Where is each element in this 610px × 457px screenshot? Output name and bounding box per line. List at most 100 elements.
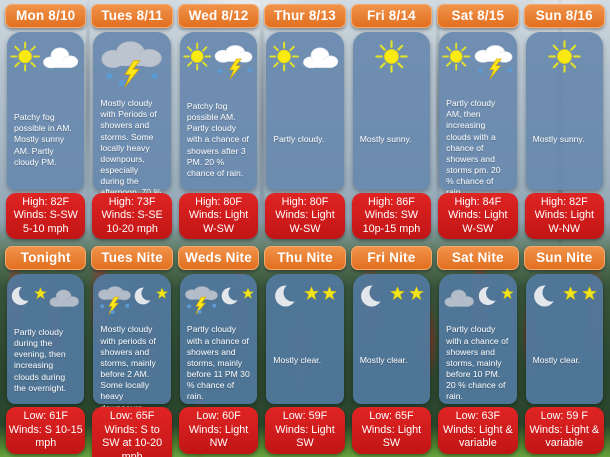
high-temp-box: High: 82F Winds: Light W-NW <box>524 193 604 240</box>
day-panel: Patchy fog possible in AM. Mostly sunny … <box>7 32 85 190</box>
night-panel: Mostly clear. <box>352 274 431 405</box>
forecast-column-mon: Mon 8/10 Patchy fog possible in AM. Most… <box>5 4 87 457</box>
star-icon <box>581 286 597 301</box>
night-winds: Winds: Light & variable <box>529 423 600 450</box>
night-winds: Winds: Light NW <box>188 423 249 450</box>
low-temp: Low: 65F <box>369 410 414 423</box>
low-temp-box: Low: 59 F Winds: Light & variable <box>524 407 604 454</box>
night-header: Sun Nite <box>523 246 605 271</box>
night-header: Tonight <box>5 246 87 271</box>
day-panel: Partly cloudy AM, then increasing clouds… <box>439 32 517 197</box>
night-panel: Mostly cloudy with periods of showers an… <box>93 274 171 457</box>
day-winds: Winds: S-SW 5-10 mph <box>13 209 78 235</box>
night-panel: Partly cloudy with a chance of showers a… <box>179 274 258 405</box>
high-temp: High: 73F <box>108 196 156 208</box>
day-header: Fri 8/14 <box>350 4 433 28</box>
high-temp: High: 80F <box>195 196 242 208</box>
high-temp-box: High: 84F Winds: Light W-SW <box>438 193 518 240</box>
forecast-column-sun: Sun 8/16 Mostly sunny. High: 82F Winds: … <box>523 4 605 457</box>
moon-icon <box>477 282 501 310</box>
forecast-column-tues: Tues 8/11 Mostly cloudy with Periods of … <box>91 4 173 457</box>
day-winds: Winds: S-SE 10-20 mph <box>101 209 163 235</box>
low-temp: Low: 59 F <box>540 410 588 423</box>
star-icon <box>303 286 319 301</box>
night-icons <box>439 274 516 322</box>
night-header: Tues Nite <box>91 246 173 271</box>
night-forecast-text: Mostly clear. <box>359 354 408 365</box>
night-icons <box>7 274 84 322</box>
day-header: Mon 8/10 <box>5 4 87 28</box>
low-temp-box: Low: 65F Winds: Light SW <box>351 407 432 454</box>
low-temp: Low: 63F <box>455 410 501 423</box>
day-winds: Winds: Light W-SW <box>188 209 249 235</box>
star-icon <box>322 286 338 301</box>
forecast-column-thur: Thur 8/13 Partly cloudy. High: 80F Winds… <box>264 4 346 457</box>
sun-icon <box>375 40 408 73</box>
day-header: Wed 8/12 <box>177 4 260 28</box>
day-winds: Winds: Light W-SW <box>448 209 508 235</box>
night-panel: Partly cloudy during the evening, then i… <box>7 274 85 405</box>
cloud-bolt-rain-icon <box>211 40 254 86</box>
night-header: Thu Nite <box>264 246 346 271</box>
night-forecast-text: Partly cloudy with a chance of showers a… <box>446 324 509 402</box>
storm-cloud-night-icon <box>96 282 133 322</box>
night-icons <box>353 274 430 322</box>
day-forecast-text: Partly cloudy. <box>273 134 325 145</box>
night-header: Weds Nite <box>177 246 260 271</box>
night-winds: Winds: Light & variable <box>443 423 513 450</box>
low-temp-box: Low: 60F Winds: Light NW <box>178 407 259 454</box>
low-temp: Low: 60F <box>196 410 241 423</box>
high-temp-box: High: 80F Winds: Light W-SW <box>178 193 259 240</box>
night-icons <box>93 274 170 322</box>
day-panel: Mostly sunny. <box>352 32 431 190</box>
high-temp-box: High: 86F Winds: SW 10p-15 mph <box>351 193 432 240</box>
low-temp-box: Low: 59F Winds: Light SW <box>265 407 345 454</box>
forecast-column-sat: Sat 8/15 Partly cloudy AM, then increasi… <box>437 4 519 457</box>
high-temp-box: High: 82F Winds: S-SW 5-10 mph <box>6 193 86 240</box>
day-icons <box>93 32 170 96</box>
day-header: Sat 8/15 <box>437 4 519 28</box>
day-header: Thur 8/13 <box>264 4 346 28</box>
day-forecast-text: Mostly sunny. <box>359 134 412 145</box>
sun-icon <box>183 40 212 73</box>
star-icon <box>34 286 47 301</box>
cloud-icon <box>300 42 341 73</box>
star-icon <box>155 286 168 301</box>
moon-icon <box>10 282 34 310</box>
night-forecast-text: Mostly clear. <box>532 354 581 365</box>
night-winds: Winds: S 10-15 mph <box>8 423 83 450</box>
day-forecast-text: Patchy fog possible in AM. Mostly sunny … <box>14 112 72 167</box>
day-forecast-text: Mostly sunny. <box>532 134 585 145</box>
day-winds: Winds: Light W-NW <box>534 209 594 235</box>
low-temp-box: Low: 63F Winds: Light & variable <box>438 407 518 454</box>
sun-icon <box>10 40 40 73</box>
gray-cloud-icon <box>442 284 476 312</box>
day-header: Tues 8/11 <box>91 4 173 28</box>
day-winds: Winds: SW 10p-15 mph <box>362 209 421 235</box>
night-winds: Winds: Light SW <box>275 423 335 450</box>
star-icon <box>500 286 514 301</box>
cloud-icon <box>40 42 81 73</box>
day-panel: Patchy fog possible AM. Partly cloudy wi… <box>179 32 258 190</box>
day-icons <box>353 32 430 96</box>
night-header: Fri Nite <box>350 246 433 271</box>
day-icons <box>180 32 257 96</box>
night-panel: Partly cloudy with a chance of showers a… <box>439 274 517 405</box>
forecast-column-wed: Wed 8/12 Patchy fog possible AM. Partly … <box>177 4 260 457</box>
star-icon <box>390 286 406 301</box>
day-header: Sun 8/16 <box>523 4 605 28</box>
high-temp-box: High: 80F Winds: Light W-SW <box>265 193 345 240</box>
day-winds: Winds: Light W-SW <box>275 209 335 235</box>
low-temp-box: Low: 61F Winds: S 10-15 mph <box>6 407 86 454</box>
star-icon <box>408 286 424 301</box>
night-forecast-text: Partly cloudy during the evening, then i… <box>14 326 67 393</box>
day-icons <box>7 32 84 96</box>
high-temp: High: 84F <box>454 196 502 208</box>
low-temp: Low: 65F <box>109 410 155 423</box>
day-icons <box>526 32 603 96</box>
low-temp-box: Low: 65F Winds: S to SW at 10-20 mph <box>92 407 172 457</box>
storm-cloud-icon <box>99 40 165 90</box>
sun-icon <box>269 40 300 73</box>
